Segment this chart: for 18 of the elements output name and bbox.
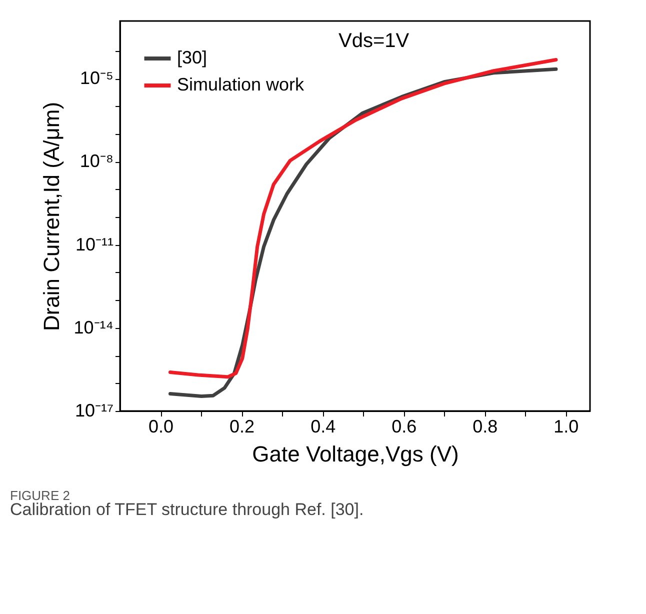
y-tick-label: 10⁻⁵ — [80, 68, 114, 88]
x-tick-label: 0.0 — [148, 416, 174, 436]
y-axis-title: Drain Current,Id (A/μm) — [38, 102, 64, 332]
x-tick-label: 0.6 — [392, 416, 417, 436]
y-tick-label: 10⁻¹¹ — [75, 234, 114, 254]
caption: FIGURE 2 — [10, 488, 70, 503]
x-tick-label: 1.0 — [554, 416, 579, 436]
y-tick-label: 10⁻¹⁴ — [74, 317, 114, 338]
y-tick-label: 10⁻⁸ — [80, 151, 114, 172]
legend-label: [30] — [177, 48, 208, 68]
y-tick-label: 10⁻¹⁷ — [74, 400, 114, 420]
x-tick-label: 0.2 — [230, 416, 255, 436]
legend-label: Simulation work — [177, 74, 306, 94]
x-tick-label: 0.8 — [472, 416, 498, 436]
x-axis-title: Gate Voltage,Vgs (V) — [252, 442, 459, 466]
annotation: Vds=1V — [338, 30, 410, 52]
x-tick-label: 0.4 — [310, 416, 336, 436]
text: Calibration of TFET structure through Ref. [30]. — [10, 500, 364, 519]
